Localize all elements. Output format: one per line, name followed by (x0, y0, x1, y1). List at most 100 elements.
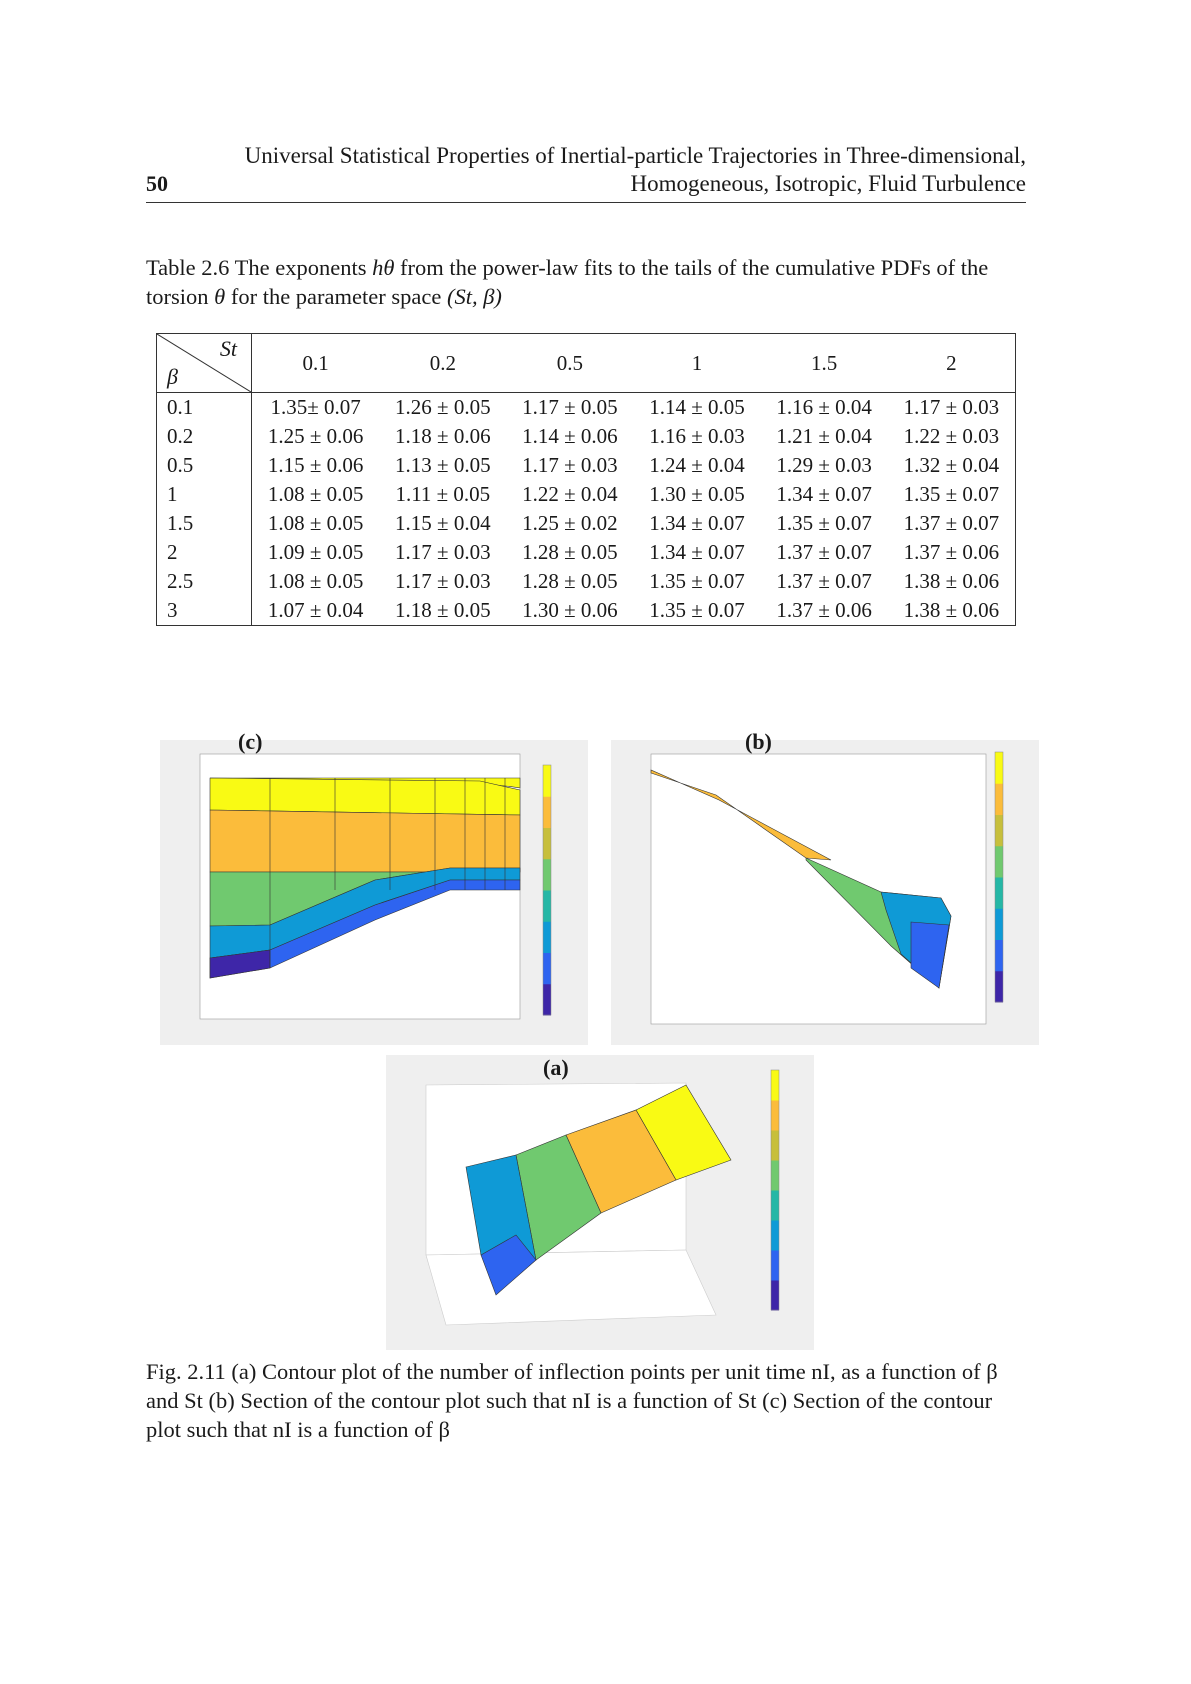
colorbar-segment (995, 752, 1003, 759)
table-cell: 1.22 ± 0.03 (903, 424, 1000, 448)
colorbar-segment (995, 977, 1003, 984)
table-cell: 1.17 ± 0.05 (522, 395, 618, 419)
panel-c-label: (c) (238, 729, 263, 754)
colorbar-segment (543, 765, 551, 772)
colorbar-segment (543, 927, 551, 935)
table-cell: 1.21 ± 0.04 (776, 424, 872, 448)
colorbar-segment (771, 1184, 779, 1191)
table-row-header: 0.2 (156, 422, 252, 451)
table-cell: 1.17 ± 0.03 (395, 540, 491, 564)
colorbar-segment (543, 952, 551, 960)
table-row-header: 1 (156, 480, 252, 509)
colorbar-frame (542, 764, 552, 1016)
colorbar-segment (995, 889, 1003, 897)
colorbar-segment (995, 858, 1003, 865)
table-cell: 1.32 ± 0.04 (903, 453, 1000, 477)
corner-diagonal (157, 334, 251, 392)
colorbar-segment (995, 845, 1003, 853)
table-cell: 1.28 ± 0.05 (522, 540, 618, 564)
table-cell: 1.37 ± 0.07 (903, 511, 1000, 535)
colorbar-segment (543, 977, 551, 985)
page-number: 50 (146, 171, 168, 196)
table-cell: 1.34 ± 0.07 (649, 511, 745, 535)
colorbar-frame (994, 751, 1004, 1003)
surface-band (209, 777, 521, 816)
colorbar-segment (995, 970, 1003, 978)
colorbar-segment (995, 795, 1003, 803)
panel-a (386, 1055, 814, 1350)
table-row-header: 2.5 (156, 567, 252, 596)
plot-floor (425, 1249, 717, 1326)
colorbar-segment (543, 783, 551, 791)
panel-b (611, 740, 1039, 1045)
colorbar-segment (543, 946, 551, 953)
surface-band (650, 769, 832, 861)
table-cell: 1.35 ± 0.07 (649, 598, 745, 622)
running-header: Universal Statistical Properties of Iner… (146, 142, 1026, 198)
colorbar-segment (771, 1250, 779, 1257)
table-cell: 1.38 ± 0.06 (903, 598, 1000, 622)
table-cell: 1.15 ± 0.06 (267, 453, 364, 477)
colorbar-segment (543, 827, 551, 835)
colorbar-segment (771, 1118, 779, 1125)
table-cell: 1.26 ± 0.05 (395, 395, 491, 419)
colorbar-segment (995, 783, 1003, 790)
colorbar-segment (771, 1178, 779, 1185)
colorbar-segment (771, 1196, 779, 1203)
figure-caption: Fig. 2.11 (a) Contour plot of the number… (146, 1359, 998, 1442)
table-cell: 1.37 ± 0.07 (776, 569, 872, 593)
table-cell: 1.37 ± 0.06 (903, 540, 1000, 564)
colorbar-segment (543, 852, 551, 860)
colorbar-frame (770, 1069, 780, 1311)
table-cell: 1.34 ± 0.07 (776, 482, 872, 506)
table-cell: 1.35 ± 0.07 (903, 482, 1000, 506)
table-cell: 1.30 ± 0.05 (649, 482, 745, 506)
colorbar-segment (995, 764, 1003, 772)
panel-a-plot (425, 1069, 780, 1326)
colorbar-segment (995, 789, 1003, 797)
colorbar-segment (543, 815, 551, 822)
colorbar-segment (995, 802, 1003, 809)
colorbar-segment (771, 1142, 779, 1149)
table-cell: 1.13 ± 0.05 (395, 453, 491, 477)
colorbar-segment (543, 921, 551, 928)
colorbar-segment (995, 945, 1003, 953)
colorbar-segment (771, 1238, 779, 1245)
colorbar-segment (771, 1112, 779, 1119)
colorbar-segment (771, 1226, 779, 1233)
table-caption-text2: for the parameter space (225, 284, 447, 309)
colorbar-segment (771, 1070, 779, 1077)
table-col-header: 0.2 (379, 333, 507, 393)
table-row: 0.5 1.15 ± 0.06 1.13 ± 0.05 1.17 ± 0.03 1.24… (156, 451, 1016, 480)
exponents-table: St β 0.1 0.2 0.5 1 1.5 2 0.1 1.35± 0.07 1.26 ± … (156, 333, 1016, 626)
colorbar-segment (771, 1214, 779, 1221)
colorbar-segment (771, 1148, 779, 1155)
colorbar-segment (543, 802, 551, 810)
colorbar-segment (543, 796, 551, 803)
colorbar-segment (543, 858, 551, 866)
table-cell: 1.35± 0.07 (270, 395, 361, 419)
colorbar-segment (771, 1220, 779, 1227)
colorbar-segment (995, 989, 1003, 997)
colorbar-segment (543, 833, 551, 841)
colorbar-segment (543, 877, 551, 885)
table-cell: 1.08 ± 0.05 (267, 482, 364, 506)
colorbar-segment (995, 770, 1003, 778)
colorbar-segment (543, 958, 551, 966)
table-cell: 1.30 ± 0.06 (522, 598, 618, 622)
colorbar-segment (771, 1286, 779, 1293)
colorbar-segment (995, 908, 1003, 915)
table-caption-text: from the power-law fits to the tails of … (146, 255, 989, 309)
colorbar-segment (543, 777, 551, 785)
table-cell: 1.17 ± 0.03 (395, 569, 491, 593)
table-cell: 1.08 ± 0.05 (267, 569, 364, 593)
panel-c-plot (199, 753, 552, 1020)
table-cell: 1.37 ± 0.07 (776, 540, 872, 564)
colorbar-segment (543, 908, 551, 916)
table-cell: 1.18 ± 0.05 (395, 598, 491, 622)
exponents-table-wrap: St β 0.1 0.2 0.5 1 1.5 2 0.1 1.35± 0.07 1.26 ± … (156, 333, 1016, 626)
table-cell: 1.14 ± 0.06 (522, 424, 618, 448)
colorbar-segment (995, 833, 1003, 840)
colorbar-segment (543, 996, 551, 1003)
colorbar-segment (995, 964, 1003, 972)
